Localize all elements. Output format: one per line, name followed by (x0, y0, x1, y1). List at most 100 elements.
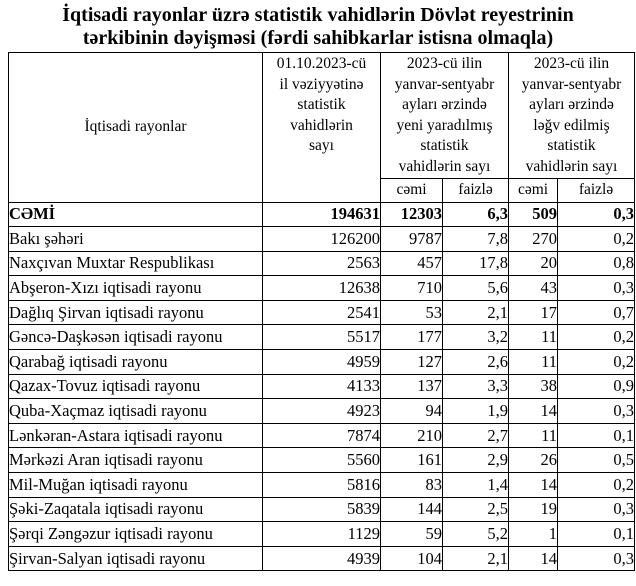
liquidated-percent-cell: 0,2 (557, 226, 636, 252)
stock-count-cell: 4939 (262, 545, 381, 572)
liquidated-total-cell: 11 (508, 349, 559, 375)
stock-count-cell: 5816 (262, 472, 381, 498)
liquidated-percent-cell: 0,1 (557, 422, 636, 449)
created-total-cell: 210 (380, 422, 443, 449)
created-percent-cell: 3,3 (441, 373, 510, 400)
liquidated-percent-cell: 0,2 (557, 349, 636, 375)
created-percent-cell: 5,6 (441, 275, 510, 301)
liquidated-total-cell: 1 (508, 521, 559, 547)
liquidated-percent-cell: 0,3 (557, 275, 636, 301)
page-title: İqtisadi rayonlar üzrə statistik vahidlə… (0, 0, 636, 50)
liquidated-percent-cell: 0,2 (557, 324, 636, 351)
liquidated-percent-cell: 0,3 (557, 545, 636, 572)
liquidated-total-cell: 14 (508, 398, 559, 424)
page-title-line1: İqtisadi rayonlar üzrə statistik vahidlə… (62, 4, 574, 26)
created-percent-cell: 1,9 (441, 398, 510, 424)
stock-count-cell: 194631 (262, 201, 381, 228)
table-row: Mil-Muğan iqtisadi rayonu 5816 83 1,4 14 0,2 (8, 472, 636, 498)
stock-count-cell: 5839 (262, 496, 381, 523)
table-row: Qarabağ iqtisadi rayonu 4959 127 2,6 11 0,2 (8, 349, 636, 375)
liquidated-total-cell: 19 (508, 496, 559, 523)
liquidated-total-cell: 38 (508, 373, 559, 400)
liquidated-total-cell: 509 (508, 201, 559, 228)
liquidated-percent-cell: 0,2 (557, 472, 636, 498)
region-name-cell: Şəki-Zaqatala iqtisadi rayonu (8, 496, 263, 523)
table-row: Şirvan-Salyan iqtisadi rayonu 4939 104 2,1 1… (8, 545, 636, 572)
region-name-cell: Dağlıq Şirvan iqtisadi rayonu (8, 299, 263, 326)
column-header-regions: İqtisadi rayonlar (8, 52, 263, 203)
table-header: İqtisadi rayonlar 01.10.2023-cü il vəziy… (8, 52, 636, 203)
created-percent-cell: 2,9 (441, 447, 510, 474)
column-subheader-created-percent: faizlə (441, 178, 510, 203)
statistics-table: İqtisadi rayonlar 01.10.2023-cü il vəziy… (8, 52, 636, 572)
region-name-cell: Qazax-Tovuz iqtisadi rayonu (8, 373, 263, 400)
liquidated-percent-cell: 0,5 (557, 447, 636, 474)
created-percent-cell: 2,7 (441, 422, 510, 449)
table-row: Mərkəzi Aran iqtisadi rayonu 5560 161 2,9 26… (8, 447, 636, 474)
region-name-cell: Mərkəzi Aran iqtisadi rayonu (8, 447, 263, 474)
created-total-cell: 177 (380, 324, 443, 351)
table-row: Abşeron-Xızı iqtisadi rayonu 12638 710 5,6 4… (8, 275, 636, 301)
liquidated-total-cell: 11 (508, 324, 559, 351)
created-total-cell: 710 (380, 275, 443, 301)
liquidated-total-cell: 43 (508, 275, 559, 301)
region-name-cell: Quba-Xaçmaz iqtisadi rayonu (8, 398, 263, 424)
liquidated-total-cell: 17 (508, 299, 559, 326)
stock-count-cell: 7874 (262, 422, 381, 449)
table-row: Bakı şəhəri 126200 9787 7,8 270 0,2 (8, 226, 636, 252)
column-header-created-group: 2023-cü ilin yanvar-sentyabr ayları ərzi… (379, 52, 510, 179)
table-row: Gəncə-Daşkəsən iqtisadi rayonu 5517 177 3,2… (8, 324, 636, 351)
liquidated-percent-cell: 0,3 (557, 496, 636, 523)
liquidated-total-cell: 14 (508, 545, 559, 572)
created-percent-cell: 3,2 (441, 324, 510, 351)
table-row: Şərqi Zəngəzur iqtisadi rayonu 1129 59 5,2 1… (8, 521, 636, 547)
table-row: Quba-Xaçmaz iqtisadi rayonu 4923 94 1,9 14 0,… (8, 398, 636, 424)
liquidated-total-cell: 20 (508, 250, 559, 277)
created-percent-cell: 5,2 (441, 521, 510, 547)
created-total-cell: 9787 (380, 226, 443, 252)
column-subheader-created-total: cəmi (380, 178, 443, 203)
liquidated-percent-cell: 0,9 (557, 373, 636, 400)
created-percent-cell: 17,8 (441, 250, 510, 277)
region-name-cell: Naxçıvan Muxtar Respublikası (8, 250, 263, 277)
table-row: Şəki-Zaqatala iqtisadi rayonu 5839 144 2,5 1… (8, 496, 636, 523)
created-total-cell: 59 (380, 521, 443, 547)
region-name-cell: Abşeron-Xızı iqtisadi rayonu (8, 275, 263, 301)
created-percent-cell: 6,3 (441, 201, 510, 228)
stock-count-cell: 12638 (262, 275, 381, 301)
liquidated-percent-cell: 0,8 (557, 250, 636, 277)
stock-count-cell: 126200 (262, 226, 381, 252)
liquidated-percent-cell: 0,3 (557, 201, 636, 228)
table-row-total: CƏMİ 194631 12303 6,3 509 0,3 (8, 201, 636, 228)
stock-count-cell: 4133 (262, 373, 381, 400)
created-total-cell: 12303 (380, 201, 443, 228)
region-name-cell: Şərqi Zəngəzur iqtisadi rayonu (8, 521, 263, 547)
liquidated-total-cell: 26 (508, 447, 559, 474)
liquidated-percent-cell: 0,1 (557, 521, 636, 547)
stock-count-cell: 1129 (262, 521, 381, 547)
liquidated-total-cell: 14 (508, 472, 559, 498)
column-header-stock-count: 01.10.2023-cü il vəziyyətinə statistik v… (262, 52, 381, 203)
table-row: Qazax-Tovuz iqtisadi rayonu 4133 137 3,3 38 0… (8, 373, 636, 400)
created-percent-cell: 1,4 (441, 472, 510, 498)
created-total-cell: 53 (380, 299, 443, 326)
table-row: Dağlıq Şirvan iqtisadi rayonu 2541 53 2,1 17… (8, 299, 636, 326)
liquidated-percent-cell: 0,3 (557, 398, 636, 424)
region-name-cell: CƏMİ (8, 201, 263, 228)
created-percent-cell: 2,1 (441, 545, 510, 572)
liquidated-percent-cell: 0,7 (557, 299, 636, 326)
stock-count-cell: 4923 (262, 398, 381, 424)
liquidated-total-cell: 11 (508, 422, 559, 449)
region-name-cell: Bakı şəhəri (8, 226, 263, 252)
created-percent-cell: 2,1 (441, 299, 510, 326)
region-name-cell: Mil-Muğan iqtisadi rayonu (8, 472, 263, 498)
created-percent-cell: 2,6 (441, 349, 510, 375)
created-total-cell: 161 (380, 447, 443, 474)
region-name-cell: Şirvan-Salyan iqtisadi rayonu (8, 545, 263, 572)
column-header-liquidated-group: 2023-cü ilin yanvar-sentyabr ayları ərzi… (508, 52, 636, 179)
stock-count-cell: 2541 (262, 299, 381, 326)
table-row: Naxçıvan Muxtar Respublikası 2563 457 17,8 2… (8, 250, 636, 277)
page-title-line2: tərkibinin dəyişməsi (fərdi sahibkarlar … (82, 27, 554, 49)
liquidated-total-cell: 270 (508, 226, 559, 252)
